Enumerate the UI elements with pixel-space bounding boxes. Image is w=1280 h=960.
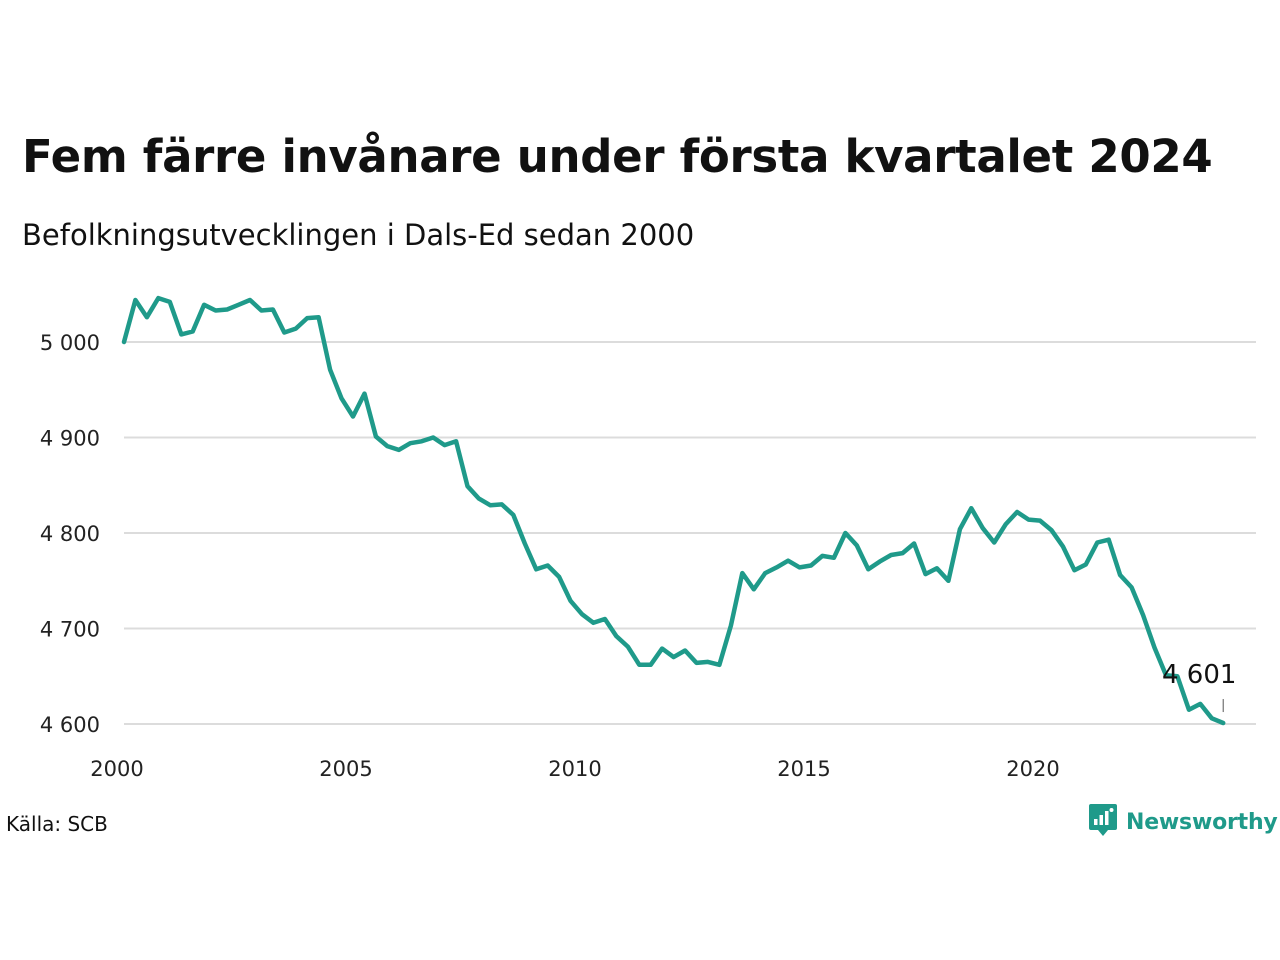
chart-subtitle: Befolkningsutvecklingen i Dals-Ed sedan … — [22, 218, 695, 252]
y-tick-label: 5 000 — [40, 331, 100, 355]
newsworthy-logo-icon — [1088, 802, 1118, 842]
chart-title: Fem färre invånare under första kvartale… — [22, 130, 1213, 183]
x-tick-label: 2015 — [777, 757, 830, 781]
y-tick-label: 4 800 — [40, 522, 100, 546]
y-axis-tick-labels: 5 000 4 900 4 800 4 700 4 600 — [40, 331, 100, 737]
brand-logo[interactable]: Newsworthy — [1088, 804, 1278, 840]
annotation-last-value: 4 601 — [1162, 660, 1236, 690]
y-tick-label: 4 900 — [40, 427, 100, 451]
x-tick-label: 2005 — [319, 757, 372, 781]
x-tick-label: 2000 — [90, 757, 143, 781]
source-note: Källa: SCB — [6, 812, 108, 836]
x-axis-tick-labels: 2000 2005 2010 2015 2020 — [90, 757, 1059, 781]
series-layer — [121, 295, 1226, 726]
x-tick-label: 2010 — [548, 757, 601, 781]
y-tick-label: 4 600 — [40, 713, 100, 737]
annotation-layer: 4 601 — [1162, 660, 1236, 713]
y-tick-label: 4 700 — [40, 618, 100, 642]
brand-name: Newsworthy — [1126, 809, 1278, 835]
x-tick-label: 2020 — [1006, 757, 1059, 781]
population-line — [121, 295, 1226, 726]
gridlines — [124, 341, 1256, 725]
